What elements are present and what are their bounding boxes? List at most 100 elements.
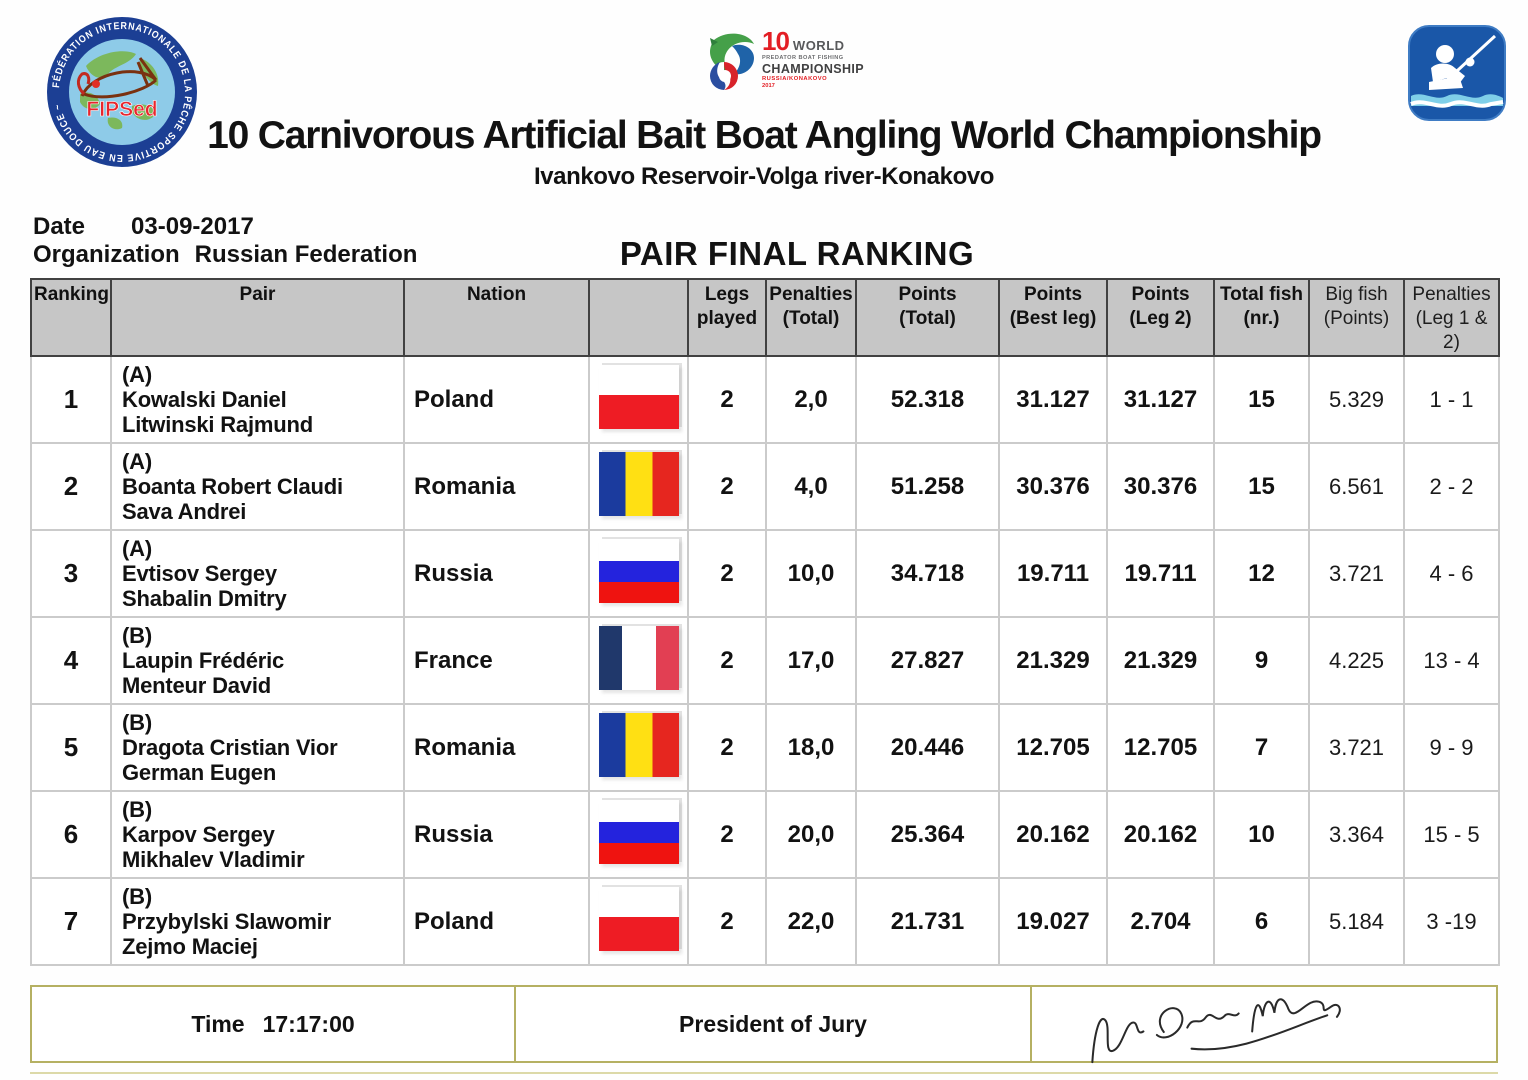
penalties-total-cell: 2,0 [765,355,857,444]
col-big-fish: Big fish (Points) [1308,278,1405,357]
nation-cell: Poland [403,355,590,444]
pair-name-2: Menteur David [122,673,271,698]
pair-cell: (B) Laupin Frédéric Menteur David [110,616,405,705]
flag-cell [588,529,689,618]
pair-name-1: Kowalski Daniel [122,387,287,412]
points-best-leg-cell: 21.329 [998,616,1108,705]
penalties-legs-cell: 15 - 5 [1403,790,1500,879]
russia-flag-icon [598,800,679,864]
event-word: WORLD [792,38,845,53]
nation-cell: Russia [403,529,590,618]
penalties-total-cell: 20,0 [765,790,857,879]
points-total-cell: 25.364 [855,790,1000,879]
legs-cell: 2 [687,790,767,879]
points-leg2-cell: 21.329 [1106,616,1215,705]
penalties-total-cell: 17,0 [765,616,857,705]
organization-label: Organization [33,241,180,268]
rank-cell: 6 [30,790,112,879]
date-value: 03-09-2017 [131,213,254,240]
col-flag [588,278,689,357]
pair-name-2: Litwinski Rajmund [122,412,313,437]
points-total-cell: 34.718 [855,529,1000,618]
col-points-best-leg: Points (Best leg) [998,278,1108,357]
total-fish-cell: 10 [1213,790,1310,879]
legs-cell: 2 [687,529,767,618]
big-fish-cell: 5.184 [1308,877,1405,966]
event-championship: CHAMPIONSHIP [762,61,865,76]
penalties-total-cell: 4,0 [765,442,857,531]
legs-cell: 2 [687,616,767,705]
total-fish-cell: 12 [1213,529,1310,618]
footer-bar: Time 17:17:00 President of Jury [30,985,1498,1064]
rank-cell: 3 [30,529,112,618]
pair-group: (B) [122,884,152,909]
penalties-legs-cell: 9 - 9 [1403,703,1500,792]
points-leg2-cell: 20.162 [1106,790,1215,879]
page-subtitle: Ivankovo Reservoir-Volga river-Konakovo [533,163,995,190]
points-best-leg-cell: 19.711 [998,529,1108,618]
nation-cell: France [403,616,590,705]
points-leg2-cell: 2.704 [1106,877,1215,966]
penalties-legs-cell: 1 - 1 [1403,355,1500,444]
pair-name-1: Laupin Frédéric [122,648,285,673]
points-leg2-cell: 30.376 [1106,442,1215,531]
pair-cell: (A) Boanta Robert Claudi Sava Andrei [110,442,405,531]
poland-flag-icon [598,365,679,429]
points-total-cell: 20.446 [855,703,1000,792]
pair-cell: (B) Karpov Sergey Mikhalev Vladimir [110,790,405,879]
nation-cell: Romania [403,442,590,531]
boat-angler-icon [1407,24,1507,122]
col-penalties-legs: Penalties (Leg 1 & 2) [1403,278,1500,357]
flag-cell [588,703,689,792]
pair-name-1: Przybylski Slawomir [122,909,331,934]
table-row-1: 1 (A) Kowalski Daniel Litwinski Rajmund … [30,355,1500,444]
table-row-7: 7 (B) Przybylski Slawomir Zejmo Maciej P… [30,877,1500,966]
event-year: 2017 [762,82,775,89]
pair-cell: (B) Przybylski Slawomir Zejmo Maciej [110,877,405,966]
total-fish-cell: 9 [1213,616,1310,705]
nation-cell: Romania [403,703,590,792]
event-number: 10 [762,26,790,56]
table-row-2: 2 (A) Boanta Robert Claudi Sava Andrei R… [30,442,1500,531]
pair-group: (B) [122,623,152,648]
poland-flag-icon [598,887,679,951]
table-row-4: 4 (B) Laupin Frédéric Menteur David Fran… [30,616,1500,705]
ranking-title: PAIR FINAL RANKING [619,235,975,272]
time-label: Time [191,1010,245,1037]
pair-name-1: Karpov Sergey [122,822,275,847]
rank-cell: 1 [30,355,112,444]
total-fish-cell: 6 [1213,877,1310,966]
table-row-3: 3 (A) Evtisov Sergey Shabalin Dmitry Rus… [30,529,1500,618]
big-fish-cell: 3.721 [1308,529,1405,618]
points-best-leg-cell: 19.027 [998,877,1108,966]
col-legs-played: Legs played [687,278,767,357]
big-fish-cell: 4.225 [1308,616,1405,705]
big-fish-cell: 6.561 [1308,442,1405,531]
col-total-fish: Total fish (nr.) [1213,278,1310,357]
nation-cell: Poland [403,877,590,966]
points-total-cell: 27.827 [855,616,1000,705]
total-fish-cell: 15 [1213,355,1310,444]
meta-block: Date 03-09-2017 Organization Russian Feder… [33,213,417,269]
fipsed-label: FIPSed [86,98,157,121]
pair-name-2: German Eugen [122,760,277,785]
flag-cell [588,877,689,966]
pair-name-2: Mikhalev Vladimir [122,847,305,872]
pair-name-2: Zejmo Maciej [122,934,258,959]
organization-line: Organization Russian Federation [33,241,417,269]
points-total-cell: 21.731 [855,877,1000,966]
big-fish-cell: 3.721 [1308,703,1405,792]
col-penalties-total: Penalties (Total) [765,278,857,357]
flag-cell [588,616,689,705]
page-bottom-rule [30,1072,1498,1074]
event-tagline: PREDATOR BOAT FISHING [762,55,844,61]
penalties-legs-cell: 13 - 4 [1403,616,1500,705]
penalties-legs-cell: 4 - 6 [1403,529,1500,618]
nation-cell: Russia [403,790,590,879]
ranking-table: Ranking Pair Nation Legs played Penaltie… [30,278,1500,966]
boat-angler-icon-graphic [1408,25,1506,121]
fipsed-logo-graphic: FIPSed FÉDÉRATION INTERNATIONALE DE LA P… [47,17,197,167]
legs-cell: 2 [687,442,767,531]
total-fish-cell: 7 [1213,703,1310,792]
